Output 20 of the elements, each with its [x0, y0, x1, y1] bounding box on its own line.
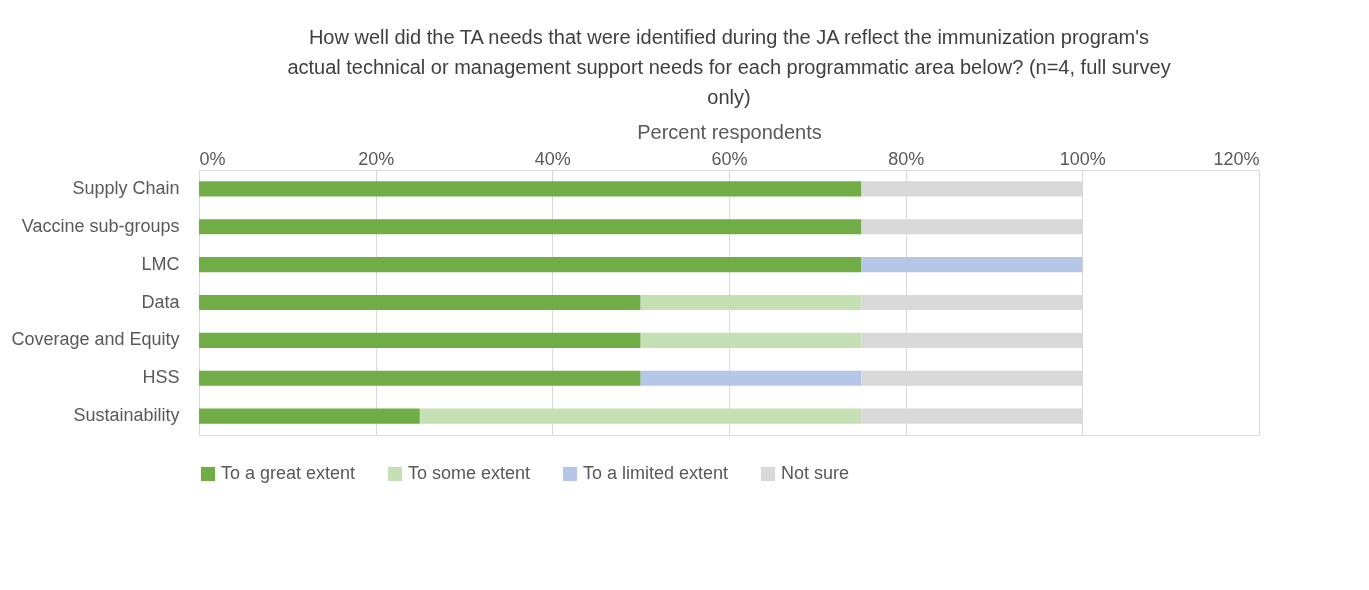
- legend-label: To a great extent: [221, 463, 356, 483]
- legend-label: Not sure: [781, 463, 850, 483]
- y-tick-label: Coverage and Equity: [11, 329, 180, 350]
- x-tick-label: 60%: [711, 148, 748, 169]
- y-tick-label: Sustainability: [73, 405, 180, 426]
- y-tick-label: Data: [141, 291, 181, 312]
- y-tick-label: Vaccine sub-groups: [21, 215, 180, 236]
- x-tick-label: 80%: [888, 148, 925, 169]
- y-tick-label: LMC: [141, 253, 180, 274]
- y-tick-label: HSS: [142, 367, 180, 388]
- x-tick-label: 20%: [358, 148, 395, 169]
- y-tick-label: Supply Chain: [72, 177, 180, 198]
- legend-label: To some extent: [408, 463, 531, 483]
- x-tick-label: 120%: [1213, 148, 1260, 169]
- x-tick-label: 100%: [1059, 148, 1106, 169]
- x-tick-label: 40%: [534, 148, 571, 169]
- chart-title: How well did the TA needs that were identified during the JA reflect the immunization program's actual technical or management support needs for each programmatic area below? (n=4, full survey only): [287, 26, 1171, 108]
- x-tick-label: 0%: [199, 148, 226, 169]
- x-axis-title: Percent respondents: [637, 120, 822, 143]
- legend-label: To a limited extent: [583, 463, 729, 483]
